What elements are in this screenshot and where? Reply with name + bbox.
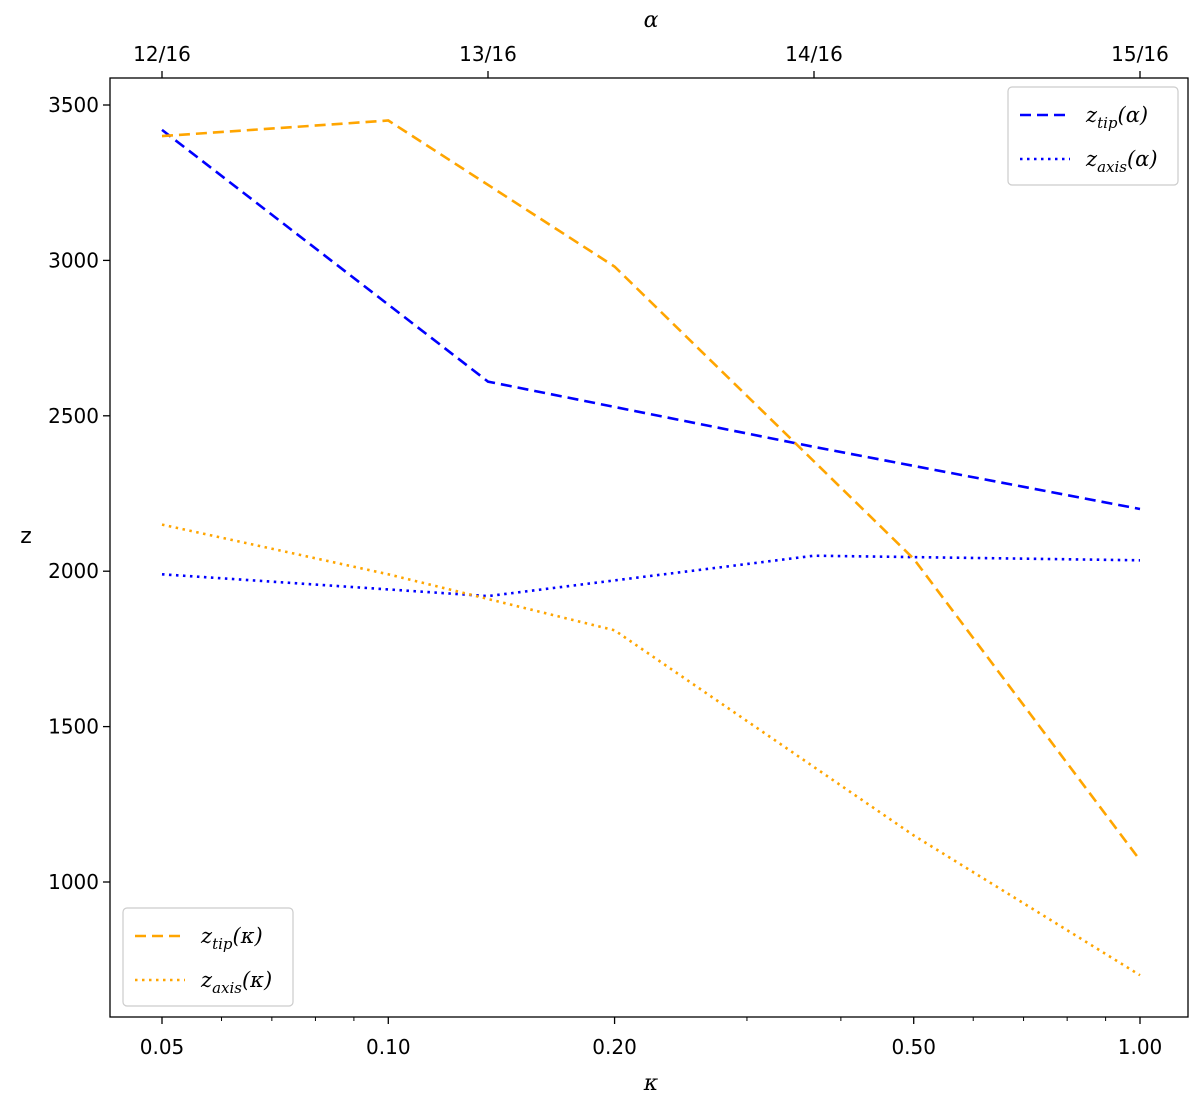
legend-box [1007,86,1179,186]
y-tick-label: 3000 [48,248,99,272]
plot-frame [109,77,1189,1018]
data-point-z-axis-alpha [486,594,490,598]
series-group [161,119,1142,977]
y-tick-label: 3500 [48,93,99,117]
series-line-z-axis-kappa [161,523,1141,977]
data-point-z-tip-kappa [1138,858,1142,862]
series-line-z-tip-kappa [161,119,1142,861]
legend-label: zaxis(κ) [200,968,272,997]
legend-box [122,907,294,1007]
x-tick-label-bottom: 0.10 [366,1035,411,1059]
y-tick-label: 1500 [48,715,99,739]
data-point-z-axis-alpha [1138,558,1142,562]
y-axis-label: z [20,524,32,549]
y-tick-label: 1000 [48,870,99,894]
x-tick-label-top: 13/16 [459,42,517,66]
y-tick-label: 2000 [48,559,99,583]
series-line-z-axis-alpha [161,554,1141,598]
y-tick-label: 2500 [48,404,99,428]
legend-kappa: ztip(κ) zaxis(κ) [122,907,294,1007]
x-tick-label-bottom: 0.20 [592,1035,637,1059]
x-tick-label-bottom: 0.50 [891,1035,936,1059]
legend-label: zaxis(α) [1085,147,1158,176]
axes-group: 1000 1500 2000 2500 3000 3500 0.05 0.10 0.20 0.50… [48,42,1189,1059]
x-tick-label-bottom: 1.00 [1118,1035,1163,1059]
data-point-z-axis-alpha [812,554,816,558]
legend-label: ztip(α) [1085,103,1148,132]
x-tick-label-bottom: 0.05 [140,1035,185,1059]
x-tick-label-top: 14/16 [785,42,843,66]
legends-group: ztip(α) zaxis(α) ztip(κ) zaxis(κ) [122,86,1179,1007]
series-line-z-tip-alpha [161,128,1141,511]
x-tick-label-top: 15/16 [1111,42,1169,66]
legend-label: ztip(κ) [200,924,263,953]
legend-alpha: ztip(α) zaxis(α) [1007,86,1179,186]
x-axis-label-top: α [644,8,659,33]
data-point-z-tip-alpha [812,445,816,449]
x-axis-label-bottom: κ [643,1071,659,1096]
x-tick-label-top: 12/16 [133,42,191,66]
